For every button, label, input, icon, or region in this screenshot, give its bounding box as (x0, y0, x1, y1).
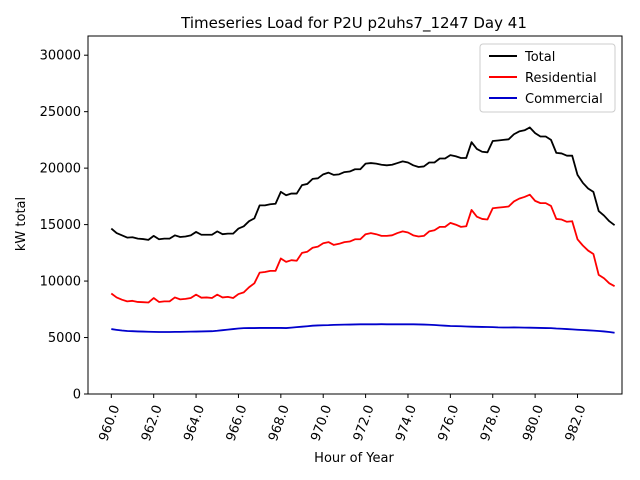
y-tick-label: 25000 (40, 105, 81, 120)
y-tick-label: 5000 (48, 331, 81, 346)
series-line-total (110, 126, 616, 241)
chart-title: Timeseries Load for P2U p2uhs7_1247 Day … (180, 14, 527, 33)
legend-label-commercial: Commercial (525, 92, 603, 107)
y-axis-label: kW total (14, 197, 29, 251)
legend-label-total: Total (524, 50, 555, 65)
plot-area (87, 35, 623, 395)
y-axis: 0 5000 10000 15000 20000 25000 30000 (40, 49, 88, 403)
y-tick-label: 20000 (40, 162, 81, 177)
x-axis-label: Hour of Year (314, 451, 394, 466)
legend: Total Residential Commercial (479, 43, 616, 113)
y-tick-label: 30000 (40, 49, 81, 64)
legend-label-residential: Residential (525, 71, 597, 86)
y-tick-label: 15000 (40, 218, 81, 233)
y-tick-label: 0 (73, 388, 81, 403)
series-line-residential (110, 193, 616, 304)
series-line-commercial (111, 323, 615, 334)
series-layer (110, 126, 616, 334)
plot-frame (87, 35, 623, 395)
legend-box (479, 43, 616, 113)
y-tick-label: 10000 (40, 275, 81, 290)
